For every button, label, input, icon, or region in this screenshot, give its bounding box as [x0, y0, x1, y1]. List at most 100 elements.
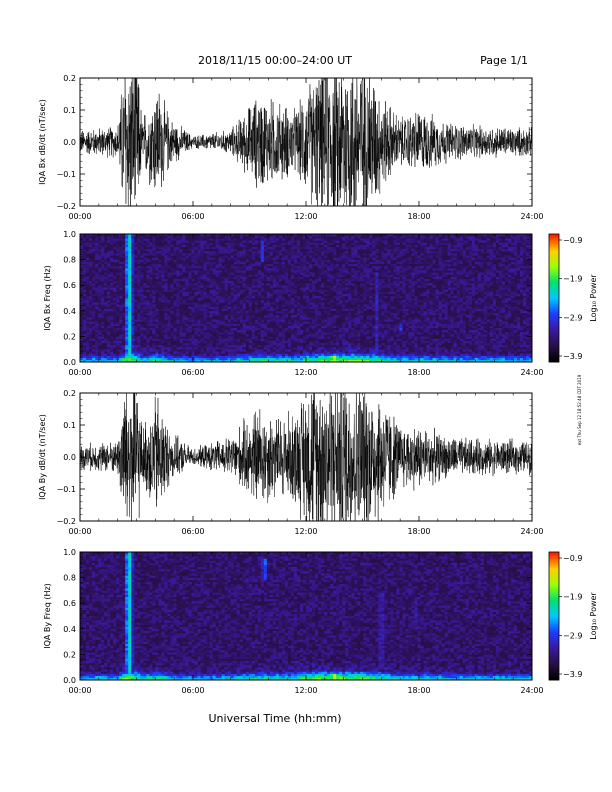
spectrogram-cell	[272, 340, 277, 344]
spectrogram-cell	[284, 312, 289, 316]
spectrogram-cell	[318, 234, 322, 237]
spectrogram-cell	[173, 325, 177, 329]
spectrogram-cell	[278, 268, 283, 271]
spectrogram-cell	[191, 255, 195, 258]
spectrogram-cell	[233, 357, 237, 361]
spectrogram-cell	[137, 242, 141, 245]
spectrogram-cell	[125, 332, 129, 335]
spectrogram-cell	[360, 246, 364, 250]
spectrogram-cell	[233, 319, 237, 322]
spectrogram-cell	[351, 268, 355, 271]
spectrogram-cell	[113, 238, 117, 241]
spectrogram-cell	[110, 251, 114, 254]
spectrogram-cell	[173, 259, 177, 263]
spectrogram-cell	[324, 291, 328, 295]
spectrogram-cell	[107, 274, 111, 277]
spectrogram-cell	[83, 261, 87, 265]
spectrogram-cell	[306, 244, 310, 248]
spectrogram-cell	[131, 347, 135, 350]
spectrogram-cell	[137, 342, 141, 346]
spectrogram-cell	[378, 351, 382, 354]
spectrogram-cell	[167, 340, 171, 344]
spectrogram-cell	[333, 334, 337, 337]
spectrogram-cell	[360, 283, 364, 286]
spectrogram-cell	[134, 357, 138, 361]
spectrogram-cell	[113, 355, 117, 359]
spectrogram-cell	[360, 353, 364, 356]
spectrogram-cell	[369, 327, 373, 331]
spectrogram-cell	[131, 359, 135, 363]
spectrogram-cell	[191, 253, 195, 256]
spectrogram-cell	[194, 291, 198, 295]
spectrogram-cell	[351, 255, 355, 258]
spectrogram-cell	[128, 304, 132, 307]
spectrogram-cell	[230, 304, 234, 307]
spectrogram-cell	[182, 315, 186, 318]
spectrogram-cell	[351, 272, 355, 275]
spectrogram-cell	[101, 336, 105, 339]
spectrogram-cell	[137, 347, 141, 350]
spectrogram-cell	[143, 334, 147, 337]
spectrogram-cell	[224, 306, 228, 309]
spectrogram-cell	[239, 321, 244, 324]
spectrogram-cell	[209, 238, 213, 241]
spectrogram-cell	[149, 263, 153, 267]
spectrogram-cell	[176, 274, 180, 277]
spectrogram-cell	[260, 242, 265, 245]
spectrogram-cell	[95, 302, 99, 305]
spectrogram-cell	[104, 334, 108, 337]
spectrogram-cell	[227, 261, 231, 265]
spectrogram-cell	[272, 244, 277, 248]
spectrogram-cell	[233, 347, 237, 350]
spectrogram-cell	[369, 234, 373, 237]
spectrogram-cell	[158, 270, 162, 273]
spectrogram-cell	[299, 347, 304, 350]
spectrogram-cell	[242, 325, 247, 329]
spectrogram-cell	[140, 351, 144, 354]
spectrogram-cell	[146, 353, 150, 356]
spectrogram-cell	[257, 253, 262, 256]
spectrogram-cell	[302, 317, 307, 320]
spectrogram-cell	[284, 274, 289, 277]
spectrogram-cell	[161, 351, 165, 354]
spectrogram-cell	[140, 278, 144, 282]
spectrogram-cell	[104, 359, 108, 363]
spectrogram-cell	[167, 353, 171, 356]
spectrogram-cell	[369, 302, 373, 305]
spectrogram-cell	[363, 317, 367, 320]
spectrogram-cell	[161, 325, 165, 329]
spectrogram-cell	[315, 253, 319, 256]
spectrogram-cell	[287, 261, 292, 265]
spectrogram-cell	[128, 257, 132, 260]
spectrogram-cell	[363, 291, 367, 295]
spectrogram-cell	[281, 344, 286, 348]
spectrogram-cell	[161, 308, 165, 312]
spectrogram-cell	[242, 327, 247, 331]
spectrogram-cell	[330, 321, 334, 324]
spectrogram-cell	[321, 240, 325, 243]
spectrogram-cell	[281, 242, 286, 245]
spectrogram-cell	[176, 242, 180, 245]
spectrogram-cell	[324, 347, 328, 350]
spectrogram-cell	[318, 238, 322, 241]
spectrogram-cell	[381, 280, 385, 284]
spectrogram-cell	[309, 283, 313, 286]
spectrogram-cell	[170, 238, 174, 241]
spectrogram-cell	[182, 266, 186, 269]
spectrogram-cell	[224, 308, 228, 312]
spectrogram-cell	[146, 274, 150, 277]
spectrogram-cell	[269, 357, 274, 361]
spectrogram-cell	[287, 259, 292, 263]
spectrogram-cell	[206, 251, 210, 254]
spectrogram-cell	[269, 300, 274, 303]
spectrogram-cell	[336, 344, 340, 348]
spectrogram-cell	[104, 261, 108, 265]
spectrogram-cell	[281, 278, 286, 282]
spectrogram-cell	[209, 325, 213, 329]
spectrogram-cell	[248, 308, 253, 312]
spectrogram-cell	[149, 347, 153, 350]
spectrogram-cell	[218, 357, 222, 361]
spectrogram-cell	[309, 246, 313, 250]
spectrogram-cell	[230, 308, 234, 312]
spectrogram-cell	[236, 338, 240, 341]
